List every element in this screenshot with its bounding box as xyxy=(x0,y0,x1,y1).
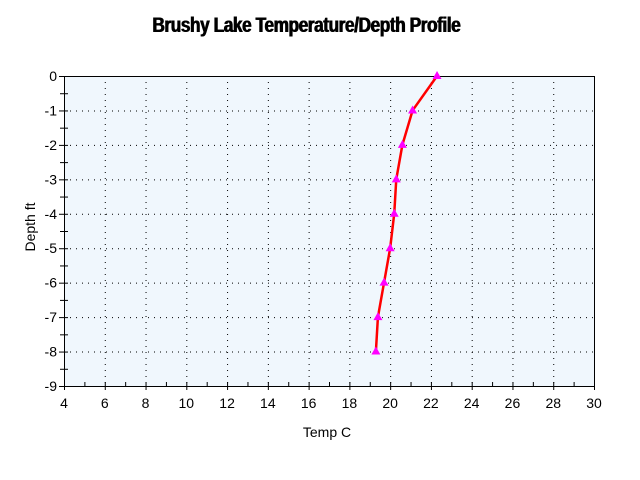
x-axis-title: Temp C xyxy=(303,424,351,440)
data-series xyxy=(371,71,442,355)
x-tick-label: 28 xyxy=(545,395,561,411)
data-point-marker xyxy=(391,174,401,183)
data-point-marker xyxy=(389,208,399,217)
data-point-marker xyxy=(379,277,389,286)
x-tick-label: 16 xyxy=(301,395,317,411)
y-tick-label: -6 xyxy=(45,275,58,291)
y-tick-label: 0 xyxy=(49,68,57,84)
plot-area xyxy=(64,76,594,386)
y-axis: 0 -1 -2 -3 -4 -5 -6 -7 -8 -9 xyxy=(45,68,68,394)
data-point-marker xyxy=(371,346,381,355)
x-tick-label: 6 xyxy=(101,395,109,411)
data-point-marker xyxy=(408,105,418,114)
x-axis: 4 6 8 10 12 14 16 18 20 22 24 26 28 30 xyxy=(60,382,602,411)
grid-lines xyxy=(64,76,594,386)
data-point-marker xyxy=(397,139,407,148)
data-point-marker xyxy=(432,71,442,79)
y-tick-label: -5 xyxy=(45,240,58,256)
x-tick-label: 18 xyxy=(342,395,358,411)
chart-title: Brushy Lake Temperature/Depth Profile xyxy=(152,14,460,37)
x-tick-label: 12 xyxy=(219,395,235,411)
x-tick-label: 8 xyxy=(142,395,150,411)
x-tick-label: 20 xyxy=(382,395,398,411)
data-point-marker xyxy=(385,243,395,252)
y-tick-label: -3 xyxy=(45,171,58,187)
y-tick-label: -1 xyxy=(45,102,58,118)
x-tick-label: 22 xyxy=(423,395,439,411)
y-tick-label: -2 xyxy=(45,137,58,153)
data-point-marker xyxy=(373,312,383,321)
y-tick-label: -4 xyxy=(45,206,58,222)
y-tick-label: -8 xyxy=(45,344,58,360)
x-tick-label: 10 xyxy=(179,395,195,411)
x-tick-label: 24 xyxy=(464,395,480,411)
x-tick-label: 30 xyxy=(586,395,602,411)
x-tick-label: 14 xyxy=(260,395,276,411)
x-tick-label: 26 xyxy=(505,395,521,411)
y-tick-label: -9 xyxy=(45,378,58,394)
y-tick-label: -7 xyxy=(45,309,58,325)
y-axis-title: Depth ft xyxy=(22,202,38,251)
x-tick-label: 4 xyxy=(60,395,68,411)
